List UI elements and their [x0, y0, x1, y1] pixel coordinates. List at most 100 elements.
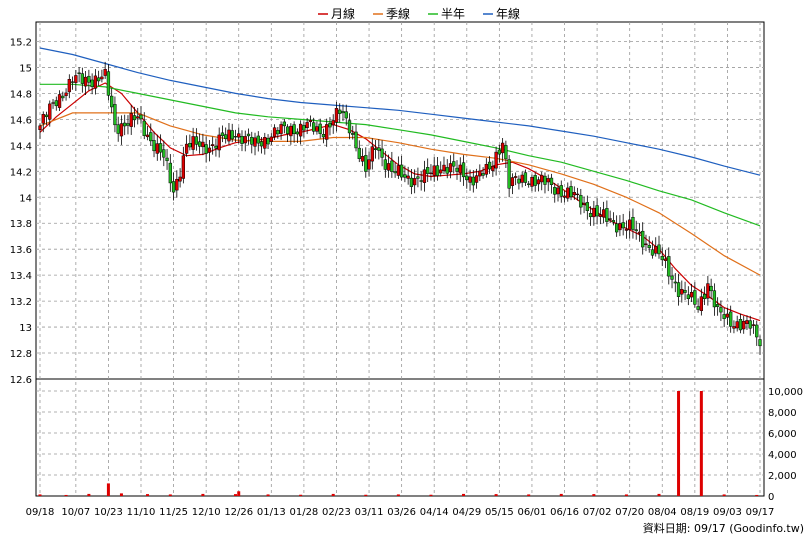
candle-body-58 — [227, 129, 231, 142]
candle-body-144 — [507, 159, 511, 189]
candle-body-5 — [54, 100, 58, 107]
volume-bar-11 — [299, 494, 303, 496]
candle-body-73 — [276, 130, 280, 135]
volume-bar-16 — [462, 493, 466, 496]
candle-body-145 — [510, 177, 515, 186]
candle-body-1 — [41, 114, 45, 124]
candle-body-98 — [357, 147, 361, 159]
volume-bar-19 — [559, 493, 563, 496]
candle-body-29 — [132, 115, 137, 121]
price-grid — [35, 21, 765, 380]
x-tick-label-5: 12/10 — [192, 507, 221, 518]
candle-body-204 — [702, 294, 707, 300]
volume-bar-24 — [699, 391, 703, 496]
x-tick-label-8: 01/28 — [289, 507, 318, 518]
candle-body-101 — [367, 159, 371, 170]
candle-body-111 — [399, 164, 404, 178]
x-tick-label-10: 03/11 — [355, 507, 384, 518]
candle-body-138 — [487, 161, 492, 170]
candle-body-32 — [142, 120, 146, 136]
candle-body-165 — [575, 193, 580, 196]
candle-body-79 — [295, 131, 300, 135]
candle-body-172 — [598, 214, 603, 217]
candle-body-40 — [168, 162, 172, 184]
candle-body-180 — [624, 228, 629, 231]
candle-body-53 — [211, 144, 215, 147]
volume-bar-8 — [233, 494, 237, 496]
volume-bar-6 — [168, 494, 172, 496]
candle-body-72 — [272, 127, 277, 137]
candle-body-85 — [315, 126, 319, 132]
candle-body-156 — [546, 178, 550, 183]
candle-body-36 — [155, 143, 159, 154]
candle-body-123 — [439, 169, 443, 174]
candle-body-129 — [458, 164, 462, 174]
candle-body-60 — [233, 136, 238, 138]
volume-panel-border — [35, 378, 765, 497]
candle-body-64 — [246, 133, 251, 137]
candle-body-81 — [302, 125, 306, 131]
candle-body-115 — [413, 178, 417, 186]
candle-body-174 — [605, 208, 609, 222]
candle-body-33 — [145, 134, 150, 138]
candle-body-88 — [325, 124, 329, 140]
x-tick-label-20: 08/19 — [680, 507, 709, 518]
candle-body-100 — [364, 155, 368, 172]
candle-body-198 — [683, 290, 687, 293]
candle-body-57 — [224, 134, 228, 139]
candle-body-61 — [237, 133, 241, 138]
candle-body-69 — [263, 136, 267, 149]
volume-bar-17 — [494, 494, 498, 496]
candle-body-153 — [536, 179, 541, 185]
candle-body-7 — [61, 95, 65, 99]
x-tick-label-12: 04/14 — [420, 507, 449, 518]
candle-body-21 — [106, 71, 111, 96]
x-tick-label-15: 06/01 — [518, 507, 547, 518]
candle-body-209 — [719, 307, 723, 313]
candle-body-149 — [523, 172, 528, 183]
candle-body-133 — [471, 176, 475, 186]
volume-bar-0 — [38, 494, 42, 496]
candle-body-52 — [207, 147, 212, 153]
price-tick-label-8: 14.2 — [10, 167, 32, 178]
volume-bar-15 — [429, 494, 433, 496]
candle-body-86 — [318, 123, 322, 134]
price-tick-label-1: 12.8 — [10, 349, 32, 360]
candle-body-102 — [370, 146, 374, 162]
candle-body-206 — [709, 285, 713, 292]
candle-body-151 — [530, 176, 534, 187]
candle-body-26 — [123, 122, 127, 127]
candle-body-188 — [650, 249, 655, 256]
candle-body-18 — [96, 77, 101, 82]
candle-body-54 — [214, 145, 218, 149]
candle-body-41 — [171, 181, 176, 193]
candle-body-212 — [729, 311, 733, 327]
candle-body-84 — [312, 122, 316, 132]
candle-body-24 — [116, 124, 120, 134]
candle-body-108 — [390, 160, 394, 172]
candle-body-30 — [136, 116, 140, 119]
candle-body-162 — [566, 187, 570, 199]
volume-bar-26 — [755, 494, 759, 496]
volume-tick-label-2: 4,000 — [768, 450, 797, 461]
candle-body-93 — [341, 111, 345, 114]
candle-body-9 — [67, 79, 71, 93]
x-tick-label-21: 09/03 — [713, 507, 742, 518]
candle-body-169 — [588, 213, 593, 218]
volume-bar-1 — [64, 494, 68, 496]
candle-body-23 — [113, 104, 117, 126]
volume-tick-label-0: 0 — [768, 492, 774, 503]
candle-body-199 — [686, 294, 690, 299]
candle-body-176 — [611, 220, 616, 223]
volume-bar-7 — [201, 493, 205, 496]
candle-body-97 — [354, 131, 358, 149]
candle-body-78 — [292, 124, 296, 134]
volume-bar-12 — [331, 493, 335, 496]
volume-bar-4 — [119, 493, 123, 496]
candle-body-136 — [481, 173, 485, 176]
x-tick-label-2: 10/23 — [94, 507, 123, 518]
candle-body-220 — [755, 324, 759, 338]
candle-body-190 — [657, 244, 661, 255]
volume-bar-13 — [364, 494, 368, 496]
candle-body-194 — [670, 275, 674, 280]
